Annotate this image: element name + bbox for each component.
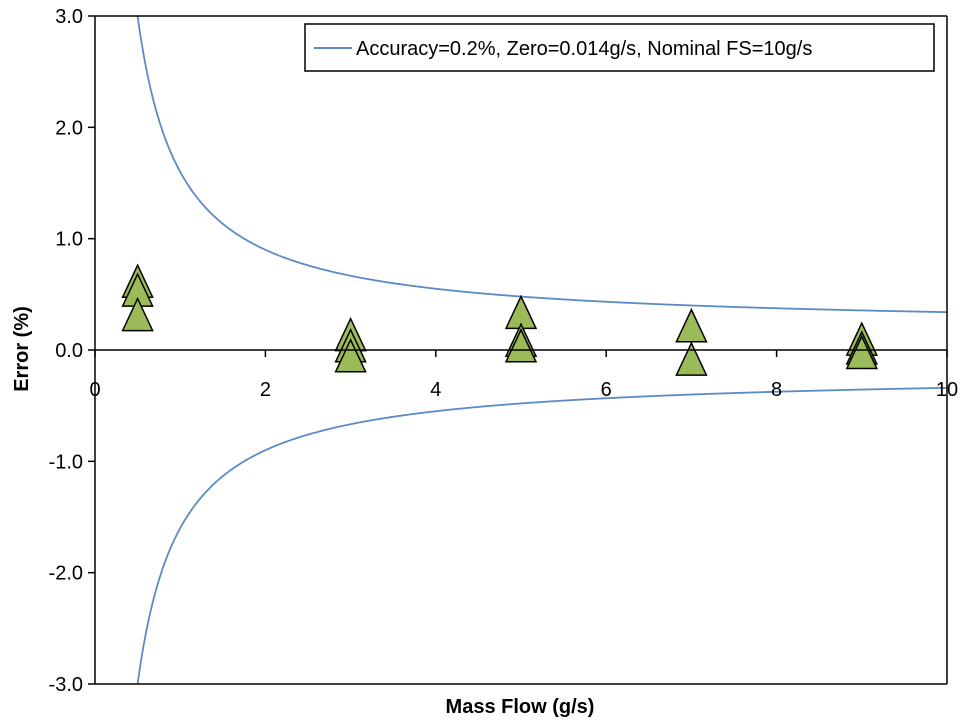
data-point-triangle bbox=[121, 296, 154, 332]
y-axis-title: Error (%) bbox=[11, 306, 33, 392]
x-tick-label: 10 bbox=[936, 379, 958, 401]
data-point-triangle bbox=[334, 338, 367, 373]
x-tick-label: 8 bbox=[771, 379, 782, 401]
axes bbox=[88, 15, 948, 685]
data-point-triangle bbox=[675, 341, 708, 376]
y-tick-label: -3.0 bbox=[49, 674, 83, 696]
legend-box bbox=[304, 23, 935, 72]
accuracy-envelope-curves bbox=[136, 15, 948, 685]
y-tick-label: -2.0 bbox=[49, 563, 83, 585]
data-point-triangle bbox=[845, 334, 878, 370]
y-tick-label: 2.0 bbox=[55, 117, 83, 139]
y-tick-label: 1.0 bbox=[55, 229, 83, 251]
upper-accuracy-curve bbox=[136, 15, 948, 314]
x-tick-label: 2 bbox=[260, 379, 271, 401]
legend: Accuracy=0.2%, Zero=0.014g/s, Nominal FS… bbox=[304, 23, 935, 72]
y-tick-label: -1.0 bbox=[49, 451, 83, 473]
data-point-triangle bbox=[504, 328, 538, 363]
x-tick-label: 0 bbox=[89, 379, 100, 401]
legend-label: Accuracy=0.2%, Zero=0.014g/s, Nominal FS… bbox=[356, 38, 812, 60]
x-tick-label: 6 bbox=[601, 379, 612, 401]
y-tick-label: 0.0 bbox=[55, 340, 83, 362]
y-tick-label: 3.0 bbox=[55, 6, 83, 28]
x-axis-title: Mass Flow (g/s) bbox=[446, 696, 595, 718]
lower-accuracy-curve bbox=[136, 386, 948, 685]
tick-labels: -3.0 -2.0 -1.0 0.0 1.0 2.0 3.0 0 2 4 6 8 10 bbox=[49, 6, 959, 696]
x-tick-label: 4 bbox=[430, 379, 441, 401]
measurement-markers bbox=[121, 263, 878, 376]
